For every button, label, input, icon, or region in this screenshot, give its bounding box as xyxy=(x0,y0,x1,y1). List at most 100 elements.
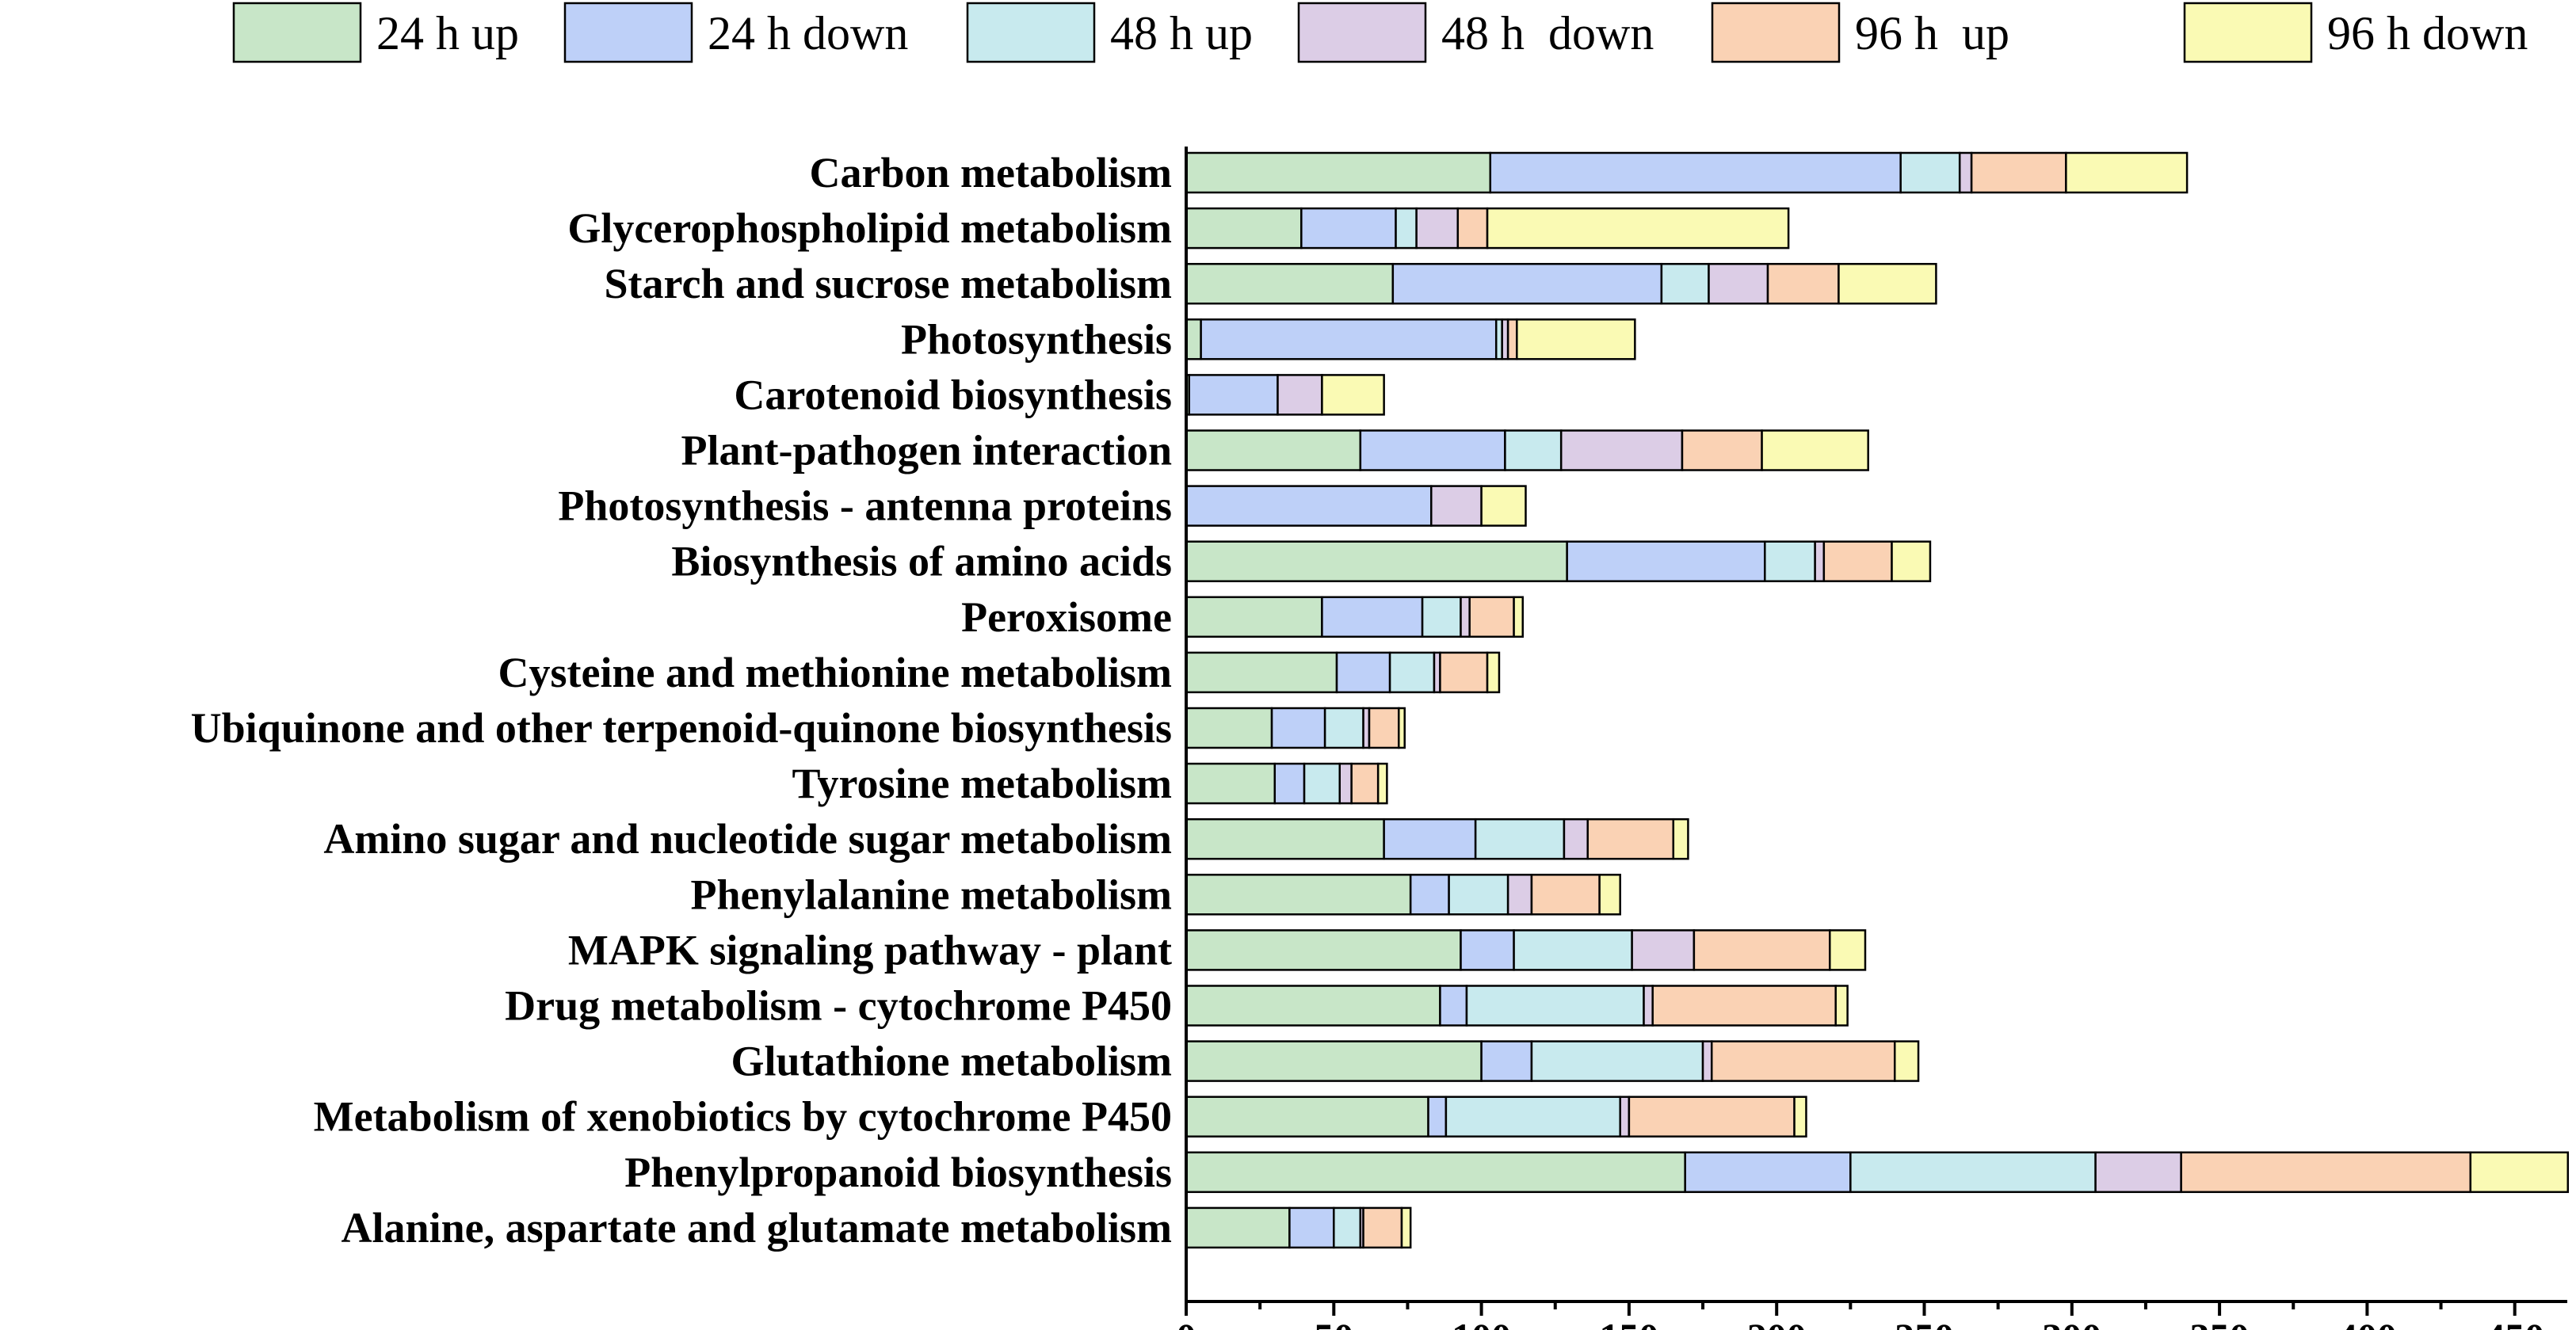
bar-phenylpropanoid-biosynthesis-48-h-up xyxy=(1849,1151,2097,1194)
bar-tyrosine-metabolism-24-h-up xyxy=(1185,762,1277,805)
category-label-photosynthesis: Photosynthesis xyxy=(901,315,1172,363)
bar-peroxisome-48-h-down xyxy=(1460,596,1471,638)
bar-alanine-aspartate-and-glutamate-metabolism-24-h-down xyxy=(1288,1206,1335,1249)
legend-label-96-h-down: 96 h down xyxy=(2327,7,2528,59)
category-label-drug-metabolism-cytochrome-p450: Drug metabolism - cytochrome P450 xyxy=(505,982,1172,1030)
bar-metabolism-of-xenobiotics-by-cytochrome-p450-48-h-down xyxy=(1619,1096,1631,1138)
bar-phenylalanine-metabolism-96-h-down xyxy=(1598,874,1621,916)
bar-photosynthesis-96-h-up xyxy=(1506,318,1518,360)
bar-ubiquinone-and-other-terpenoid-quinone-biosynthesis-24-h-up xyxy=(1185,707,1273,749)
x-tick-label-150: 150 xyxy=(1599,1315,1658,1330)
bar-amino-sugar-and-nucleotide-sugar-metabolism-24-h-up xyxy=(1185,817,1385,860)
category-label-biosynthesis-of-amino-acids: Biosynthesis of amino acids xyxy=(671,538,1172,585)
chart-legend: 24 h up 24 h down 48 h up 48 h down 96 h up 9… xyxy=(232,2,2528,63)
category-label-cysteine-and-methionine-metabolism: Cysteine and methionine metabolism xyxy=(498,649,1173,696)
bar-metabolism-of-xenobiotics-by-cytochrome-p450-48-h-up xyxy=(1444,1096,1621,1138)
legend-swatch-96-h-down xyxy=(2183,2,2313,63)
category-label-glycerophospholipid-metabolism: Glycerophospholipid metabolism xyxy=(567,204,1172,252)
bar-amino-sugar-and-nucleotide-sugar-metabolism-48-h-down xyxy=(1563,817,1589,860)
bar-carbon-metabolism-96-h-up xyxy=(1970,151,2067,194)
bar-carotenoid-biosynthesis-48-h-down xyxy=(1277,374,1323,416)
bar-carbon-metabolism-48-h-down xyxy=(1958,151,1973,194)
x-tick-label-200: 200 xyxy=(1747,1315,1807,1330)
bar-starch-and-sucrose-metabolism-96-h-up xyxy=(1766,262,1840,305)
category-label-mapk-signaling-pathway-plant: MAPK signaling pathway - plant xyxy=(568,926,1172,974)
bar-ubiquinone-and-other-terpenoid-quinone-biosynthesis-48-h-up xyxy=(1323,707,1364,749)
bar-phenylalanine-metabolism-24-h-down xyxy=(1409,874,1450,916)
bar-glutathione-metabolism-24-h-down xyxy=(1480,1040,1533,1082)
bar-carbon-metabolism-48-h-up xyxy=(1899,151,1961,194)
bar-photosynthesis-96-h-down xyxy=(1516,318,1636,360)
bar-plant-pathogen-interaction-96-h-up xyxy=(1681,429,1763,471)
bar-biosynthesis-of-amino-acids-48-h-down xyxy=(1814,540,1826,582)
bar-glutathione-metabolism-24-h-up xyxy=(1185,1040,1483,1082)
bar-cysteine-and-methionine-metabolism-96-h-down xyxy=(1486,651,1501,694)
bar-mapk-signaling-pathway-plant-48-h-up xyxy=(1513,929,1633,971)
legend-swatch-24-h-down xyxy=(563,2,693,63)
bar-glycerophospholipid-metabolism-24-h-up xyxy=(1185,207,1303,250)
bar-plant-pathogen-interaction-24-h-down xyxy=(1359,429,1506,471)
bar-glycerophospholipid-metabolism-48-h-down xyxy=(1415,207,1460,250)
category-label-amino-sugar-and-nucleotide-sugar-metabolism: Amino sugar and nucleotide sugar metabol… xyxy=(323,815,1172,863)
bar-ubiquinone-and-other-terpenoid-quinone-biosynthesis-96-h-up xyxy=(1368,707,1400,749)
legend-swatch-48-h-down xyxy=(1297,2,1427,63)
bar-biosynthesis-of-amino-acids-96-h-down xyxy=(1891,540,1932,582)
bar-biosynthesis-of-amino-acids-96-h-up xyxy=(1822,540,1893,582)
category-label-metabolism-of-xenobiotics-by-cytochrome-p450: Metabolism of xenobiotics by cytochrome … xyxy=(314,1093,1172,1141)
category-label-glutathione-metabolism: Glutathione metabolism xyxy=(731,1038,1172,1085)
category-label-alanine-aspartate-and-glutamate-metabolism: Alanine, aspartate and glutamate metabol… xyxy=(342,1204,1172,1252)
bar-metabolism-of-xenobiotics-by-cytochrome-p450-24-h-up xyxy=(1185,1096,1429,1138)
x-tick-label-300: 300 xyxy=(2042,1315,2101,1330)
bar-glutathione-metabolism-96-h-up xyxy=(1710,1040,1896,1082)
bar-drug-metabolism-cytochrome-p450-96-h-down xyxy=(1834,985,1849,1027)
bar-plant-pathogen-interaction-48-h-up xyxy=(1504,429,1563,471)
x-tick-label-400: 400 xyxy=(2337,1315,2397,1330)
bar-peroxisome-96-h-down xyxy=(1513,596,1525,638)
category-label-phenylpropanoid-biosynthesis: Phenylpropanoid biosynthesis xyxy=(624,1149,1172,1196)
bar-phenylalanine-metabolism-96-h-up xyxy=(1530,874,1601,916)
bar-alanine-aspartate-and-glutamate-metabolism-48-h-up xyxy=(1333,1206,1362,1249)
bar-ubiquinone-and-other-terpenoid-quinone-biosynthesis-96-h-down xyxy=(1398,707,1406,749)
bar-starch-and-sucrose-metabolism-48-h-down xyxy=(1708,262,1769,305)
bar-photosynthesis-antenna-proteins-48-h-down xyxy=(1430,485,1483,527)
bar-drug-metabolism-cytochrome-p450-24-h-down xyxy=(1439,985,1468,1027)
bar-phenylalanine-metabolism-48-h-up xyxy=(1448,874,1509,916)
bar-amino-sugar-and-nucleotide-sugar-metabolism-96-h-up xyxy=(1586,817,1675,860)
x-tick-label-450: 450 xyxy=(2485,1315,2544,1330)
bar-photosynthesis-24-h-up xyxy=(1185,318,1202,360)
legend-swatch-96-h-up xyxy=(1711,2,1841,63)
category-label-photosynthesis-antenna-proteins: Photosynthesis - antenna proteins xyxy=(558,482,1172,530)
bar-phenylalanine-metabolism-48-h-down xyxy=(1506,874,1533,916)
bar-plant-pathogen-interaction-48-h-down xyxy=(1559,429,1684,471)
bar-plant-pathogen-interaction-24-h-up xyxy=(1185,429,1362,471)
bar-carotenoid-biosynthesis-24-h-down xyxy=(1188,374,1279,416)
bar-starch-and-sucrose-metabolism-96-h-down xyxy=(1838,262,1937,305)
bar-starch-and-sucrose-metabolism-48-h-up xyxy=(1660,262,1710,305)
category-label-plant-pathogen-interaction: Plant-pathogen interaction xyxy=(681,427,1172,474)
bar-tyrosine-metabolism-48-h-down xyxy=(1338,762,1353,805)
bar-phenylalanine-metabolism-24-h-up xyxy=(1185,874,1412,916)
bar-glycerophospholipid-metabolism-24-h-down xyxy=(1300,207,1397,250)
category-label-ubiquinone-and-other-terpenoid-quinone-biosynthesis: Ubiquinone and other terpenoid-quinone b… xyxy=(191,704,1172,752)
bar-ubiquinone-and-other-terpenoid-quinone-biosynthesis-24-h-down xyxy=(1270,707,1326,749)
legend-swatch-48-h-up xyxy=(966,2,1096,63)
bar-tyrosine-metabolism-48-h-up xyxy=(1303,762,1341,805)
bar-glycerophospholipid-metabolism-96-h-down xyxy=(1486,207,1790,250)
bar-alanine-aspartate-and-glutamate-metabolism-24-h-up xyxy=(1185,1206,1291,1249)
x-tick-label-350: 350 xyxy=(2190,1315,2250,1330)
category-axis-labels: Carbon metabolism Glycerophospholipid met… xyxy=(191,149,1172,1252)
bar-drug-metabolism-cytochrome-p450-24-h-up xyxy=(1185,985,1441,1027)
bar-amino-sugar-and-nucleotide-sugar-metabolism-48-h-up xyxy=(1474,817,1566,860)
bar-photosynthesis-antenna-proteins-96-h-down xyxy=(1480,485,1527,527)
legend-label-48-h-up: 48 h up xyxy=(1110,7,1253,59)
x-axis: 0 50 100 150 200 250 300 350 400 450 xyxy=(1177,1300,2567,1330)
bar-photosynthesis-24-h-down xyxy=(1200,318,1498,360)
bar-cysteine-and-methionine-metabolism-96-h-up xyxy=(1439,651,1489,694)
legend-label-24-h-up: 24 h up xyxy=(376,7,519,59)
category-label-carbon-metabolism: Carbon metabolism xyxy=(810,149,1173,196)
x-tick-label-100: 100 xyxy=(1452,1315,1511,1330)
bar-amino-sugar-and-nucleotide-sugar-metabolism-96-h-down xyxy=(1672,817,1689,860)
bar-tyrosine-metabolism-24-h-down xyxy=(1273,762,1306,805)
bar-biosynthesis-of-amino-acids-48-h-up xyxy=(1764,540,1816,582)
